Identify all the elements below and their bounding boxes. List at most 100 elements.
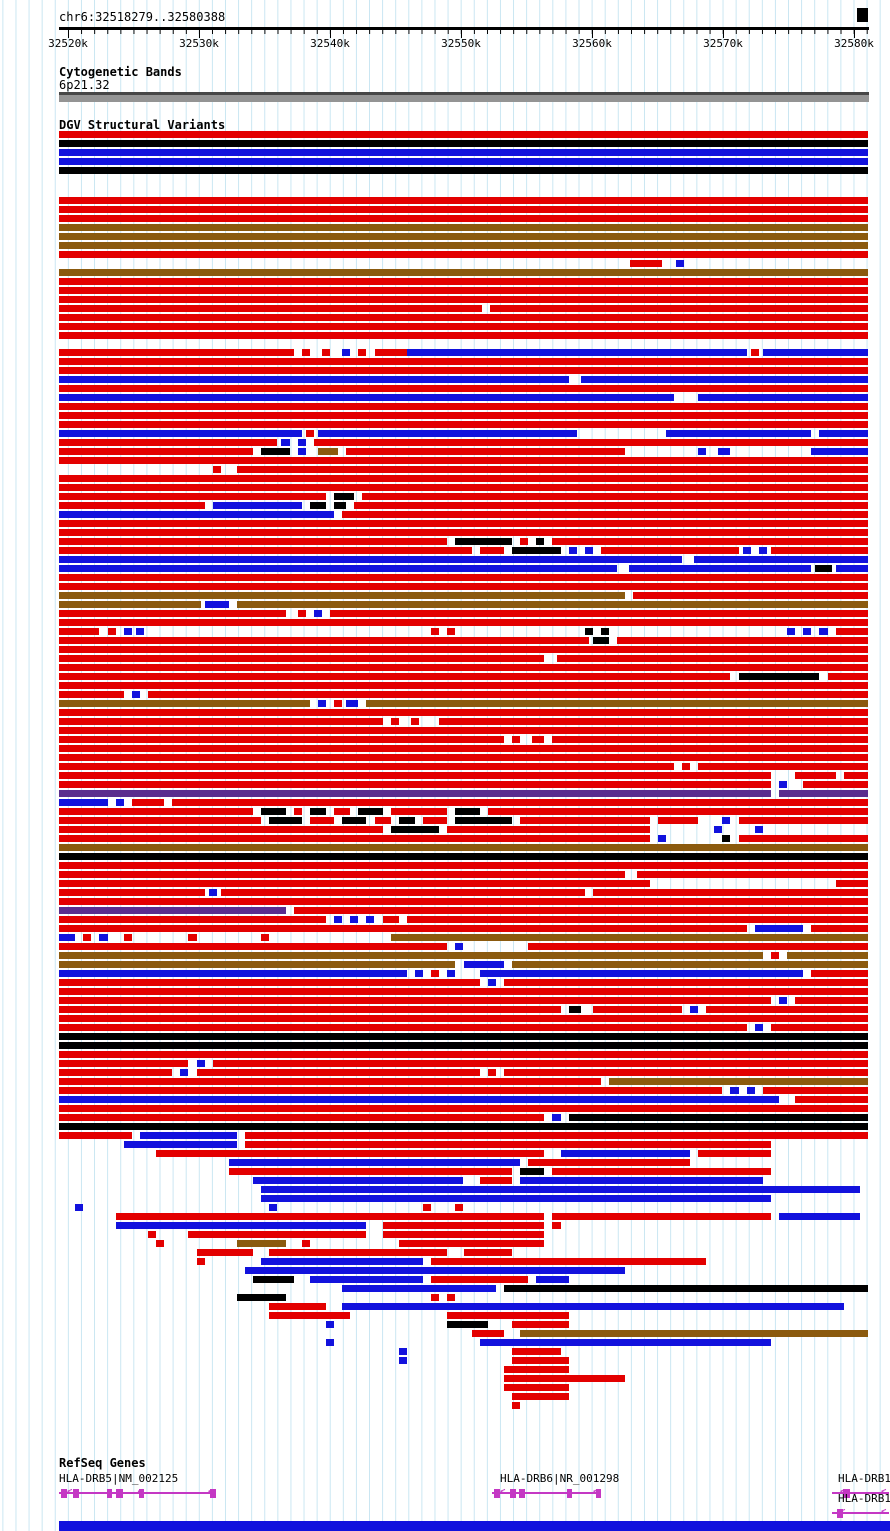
variant-segment[interactable] [59, 1006, 561, 1013]
variant-segment[interactable] [334, 502, 347, 509]
variant-segment[interactable] [59, 853, 868, 860]
variant-segment[interactable] [342, 817, 367, 824]
variant-segment[interactable] [552, 1114, 561, 1121]
variant-segment[interactable] [722, 817, 731, 824]
variant-segment[interactable] [59, 251, 868, 258]
variant-segment[interactable] [346, 700, 359, 707]
variant-segment[interactable] [698, 763, 868, 770]
variant-segment[interactable] [253, 1177, 464, 1184]
variant-segment[interactable] [59, 1123, 868, 1130]
variant-segment[interactable] [342, 1285, 496, 1292]
variant-segment[interactable] [439, 718, 868, 725]
variant-segment[interactable] [479, 547, 504, 554]
variant-segment[interactable] [819, 430, 868, 437]
variant-segment[interactable] [309, 502, 326, 509]
variant-segment[interactable] [795, 1096, 868, 1103]
variant-segment[interactable] [560, 1150, 691, 1157]
variant-segment[interactable] [59, 1051, 868, 1058]
variant-segment[interactable] [59, 323, 868, 330]
variant-segment[interactable] [811, 925, 868, 932]
variant-segment[interactable] [156, 1240, 165, 1247]
variant-segment[interactable] [59, 700, 310, 707]
variant-segment[interactable] [59, 907, 286, 914]
variant-segment[interactable] [447, 628, 456, 635]
variant-segment[interactable] [342, 1303, 844, 1310]
variant-segment[interactable] [455, 817, 513, 824]
variant-segment[interactable] [754, 1024, 763, 1031]
variant-segment[interactable] [431, 1294, 440, 1301]
variant-segment[interactable] [835, 628, 868, 635]
variant-segment[interactable] [59, 403, 868, 410]
variant-segment[interactable] [245, 1132, 868, 1139]
variant-segment[interactable] [334, 916, 343, 923]
variant-segment[interactable] [568, 1114, 868, 1121]
variant-segment[interactable] [59, 646, 868, 653]
gene-exon[interactable] [139, 1489, 144, 1498]
variant-segment[interactable] [59, 1105, 868, 1112]
variant-segment[interactable] [815, 565, 832, 572]
variant-segment[interactable] [131, 691, 140, 698]
variant-segment[interactable] [59, 1042, 868, 1049]
variant-segment[interactable] [115, 799, 124, 806]
gene-model[interactable] [59, 1492, 216, 1494]
variant-segment[interactable] [503, 1384, 569, 1391]
variant-segment[interactable] [59, 358, 868, 365]
variant-segment[interactable] [706, 1006, 868, 1013]
variant-segment[interactable] [59, 493, 326, 500]
variant-segment[interactable] [835, 880, 868, 887]
variant-segment[interactable] [59, 754, 868, 761]
variant-segment[interactable] [261, 1195, 771, 1202]
variant-segment[interactable] [59, 511, 335, 518]
variant-segment[interactable] [59, 826, 383, 833]
variant-segment[interactable] [738, 835, 868, 842]
variant-segment[interactable] [59, 664, 868, 671]
variant-segment[interactable] [59, 628, 100, 635]
variant-segment[interactable] [305, 430, 314, 437]
variant-segment[interactable] [455, 943, 464, 950]
variant-segment[interactable] [512, 1393, 569, 1400]
variant-segment[interactable] [261, 1186, 860, 1193]
variant-segment[interactable] [490, 305, 868, 312]
variant-segment[interactable] [293, 808, 302, 815]
variant-segment[interactable] [730, 1087, 739, 1094]
variant-segment[interactable] [843, 772, 868, 779]
variant-segment[interactable] [59, 538, 448, 545]
variant-segment[interactable] [59, 296, 868, 303]
variant-segment[interactable] [59, 1069, 173, 1076]
variant-segment[interactable] [59, 206, 868, 213]
variant-segment[interactable] [354, 502, 868, 509]
variant-segment[interactable] [59, 1096, 779, 1103]
variant-segment[interactable] [637, 871, 868, 878]
variant-segment[interactable] [592, 889, 868, 896]
variant-segment[interactable] [447, 826, 650, 833]
variant-segment[interactable] [269, 1303, 326, 1310]
variant-segment[interactable] [59, 314, 868, 321]
variant-segment[interactable] [59, 385, 868, 392]
gene-model[interactable] [492, 1492, 601, 1494]
variant-segment[interactable] [59, 394, 674, 401]
variant-segment[interactable] [382, 1231, 545, 1238]
variant-segment[interactable] [346, 448, 626, 455]
variant-segment[interactable] [59, 242, 868, 249]
variant-segment[interactable] [236, 1240, 286, 1247]
variant-segment[interactable] [762, 1087, 868, 1094]
gene-exon[interactable] [494, 1489, 500, 1498]
variant-segment[interactable] [59, 772, 771, 779]
variant-segment[interactable] [59, 736, 504, 743]
variant-segment[interactable] [758, 547, 767, 554]
variant-segment[interactable] [342, 349, 351, 356]
variant-segment[interactable] [261, 1258, 424, 1265]
variant-segment[interactable] [463, 1249, 513, 1256]
variant-segment[interactable] [59, 457, 868, 464]
variant-segment[interactable] [366, 700, 868, 707]
variant-segment[interactable] [59, 871, 626, 878]
variant-segment[interactable] [59, 158, 868, 165]
gene-exon[interactable] [596, 1489, 601, 1498]
variant-segment[interactable] [520, 1330, 868, 1337]
variant-segment[interactable] [746, 1087, 755, 1094]
variant-segment[interactable] [59, 287, 868, 294]
variant-segment[interactable] [423, 817, 448, 824]
variant-segment[interactable] [552, 1222, 561, 1229]
variant-segment[interactable] [59, 691, 124, 698]
variant-segment[interactable] [406, 349, 747, 356]
